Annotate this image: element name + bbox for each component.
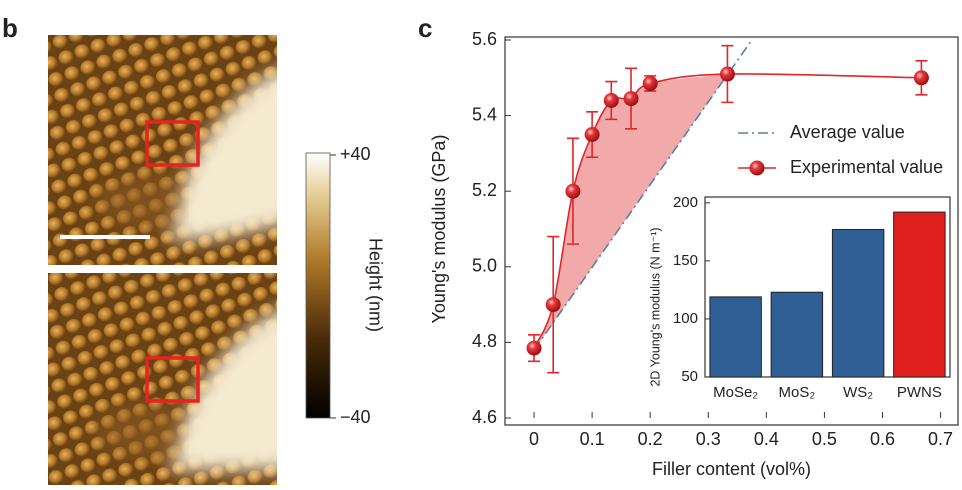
highlight-box [145, 356, 200, 403]
data-point [565, 183, 581, 199]
x-tick-label: 0 [529, 429, 539, 449]
bar [893, 211, 946, 378]
data-point [526, 340, 542, 356]
panel-label: b [2, 13, 18, 43]
bar [770, 291, 824, 378]
y-tick-label: 100 [673, 310, 698, 327]
data-point [603, 92, 619, 108]
data-point [584, 127, 600, 142]
afm-image-top [48, 35, 277, 265]
x-tick-label: 0.6 [870, 429, 895, 449]
panel-label: c [418, 13, 432, 43]
y-tick-label: 5.2 [472, 180, 497, 200]
plot-frame [504, 36, 959, 426]
legend-label: Experimental value [790, 157, 943, 177]
y-tick-label: 50 [681, 368, 698, 385]
x-tick-label: 0.2 [638, 429, 663, 449]
data-point [623, 91, 639, 107]
colorbar-tick-label: +40 [340, 144, 371, 164]
x-tick-label: 0.1 [580, 429, 605, 449]
data-point [719, 66, 735, 82]
x-axis-label: Filler content (vol%) [652, 459, 811, 479]
y-tick-label: 5.4 [472, 104, 497, 124]
data-point [913, 70, 929, 86]
y-axis-label: Young's modulus (GPa) [429, 135, 449, 324]
x-tick-label: MoS₂ [779, 384, 816, 401]
x-tick-label: WS₂ [843, 384, 873, 401]
y-tick-label: 5.0 [472, 256, 497, 276]
afm-image-bottom [48, 273, 277, 485]
legend-label: Average value [790, 122, 905, 142]
x-tick-label: PWNS [897, 384, 942, 401]
colorbar [305, 152, 331, 419]
x-tick-label: 0.7 [928, 429, 953, 449]
x-tick-label: MoSe₂ [713, 384, 758, 401]
y-tick-label: 5.6 [472, 29, 497, 49]
highlight-box [145, 120, 200, 167]
legend-marker [749, 160, 765, 176]
colorbar-title: Height (nm) [365, 238, 385, 332]
data-point [545, 297, 561, 313]
bar [709, 296, 762, 378]
colorbar-tick-label: −40 [340, 407, 371, 427]
bar [831, 229, 885, 378]
x-tick-label: 0.5 [812, 429, 837, 449]
data-point [642, 75, 658, 91]
x-tick-label: 0.3 [696, 429, 721, 449]
y-tick-label: 150 [673, 252, 698, 269]
y-axis-label: 2D Young's modulus (N m⁻¹) [648, 227, 662, 386]
y-tick-label: 4.8 [472, 331, 497, 351]
series-line [533, 40, 753, 351]
y-tick-label: 4.6 [472, 407, 497, 427]
y-tick-label: 200 [673, 194, 698, 211]
x-tick-label: 0.4 [754, 429, 779, 449]
